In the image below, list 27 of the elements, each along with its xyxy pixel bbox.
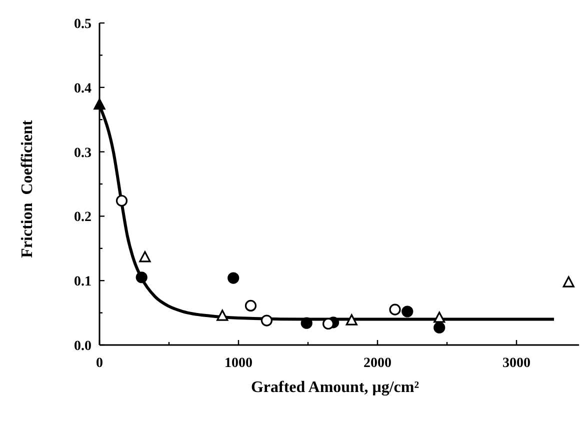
- point: [228, 272, 240, 284]
- point: [300, 317, 312, 329]
- point: [139, 251, 151, 262]
- x-axis-title: Grafted Amount, μg/cm²: [250, 379, 420, 396]
- point: [562, 276, 574, 288]
- point: [402, 306, 414, 318]
- point: [434, 312, 446, 323]
- point: [116, 194, 128, 207]
- point: [434, 322, 446, 334]
- x-tick-label: 0: [96, 356, 103, 371]
- y-tick-label: 0.2: [74, 210, 92, 226]
- x-tick-label: 3000: [502, 356, 530, 371]
- point: [260, 314, 273, 326]
- y-tick-label: 0.0: [74, 339, 92, 354]
- y-tick-label: 0.5: [74, 17, 92, 32]
- y-tick-label: 0.1: [74, 274, 92, 290]
- point: [216, 310, 228, 321]
- point: [136, 272, 148, 284]
- point: [389, 304, 401, 316]
- y-axis-title: Friction Coefficient: [19, 119, 36, 258]
- y-tick-label: 0.3: [74, 146, 92, 161]
- x-tick-label: 1000: [224, 356, 252, 371]
- y-tick-label: 0.4: [74, 81, 92, 96]
- x-tick-label: 2000: [364, 356, 392, 371]
- point: [346, 314, 358, 326]
- point: [244, 300, 257, 312]
- point: [94, 98, 106, 110]
